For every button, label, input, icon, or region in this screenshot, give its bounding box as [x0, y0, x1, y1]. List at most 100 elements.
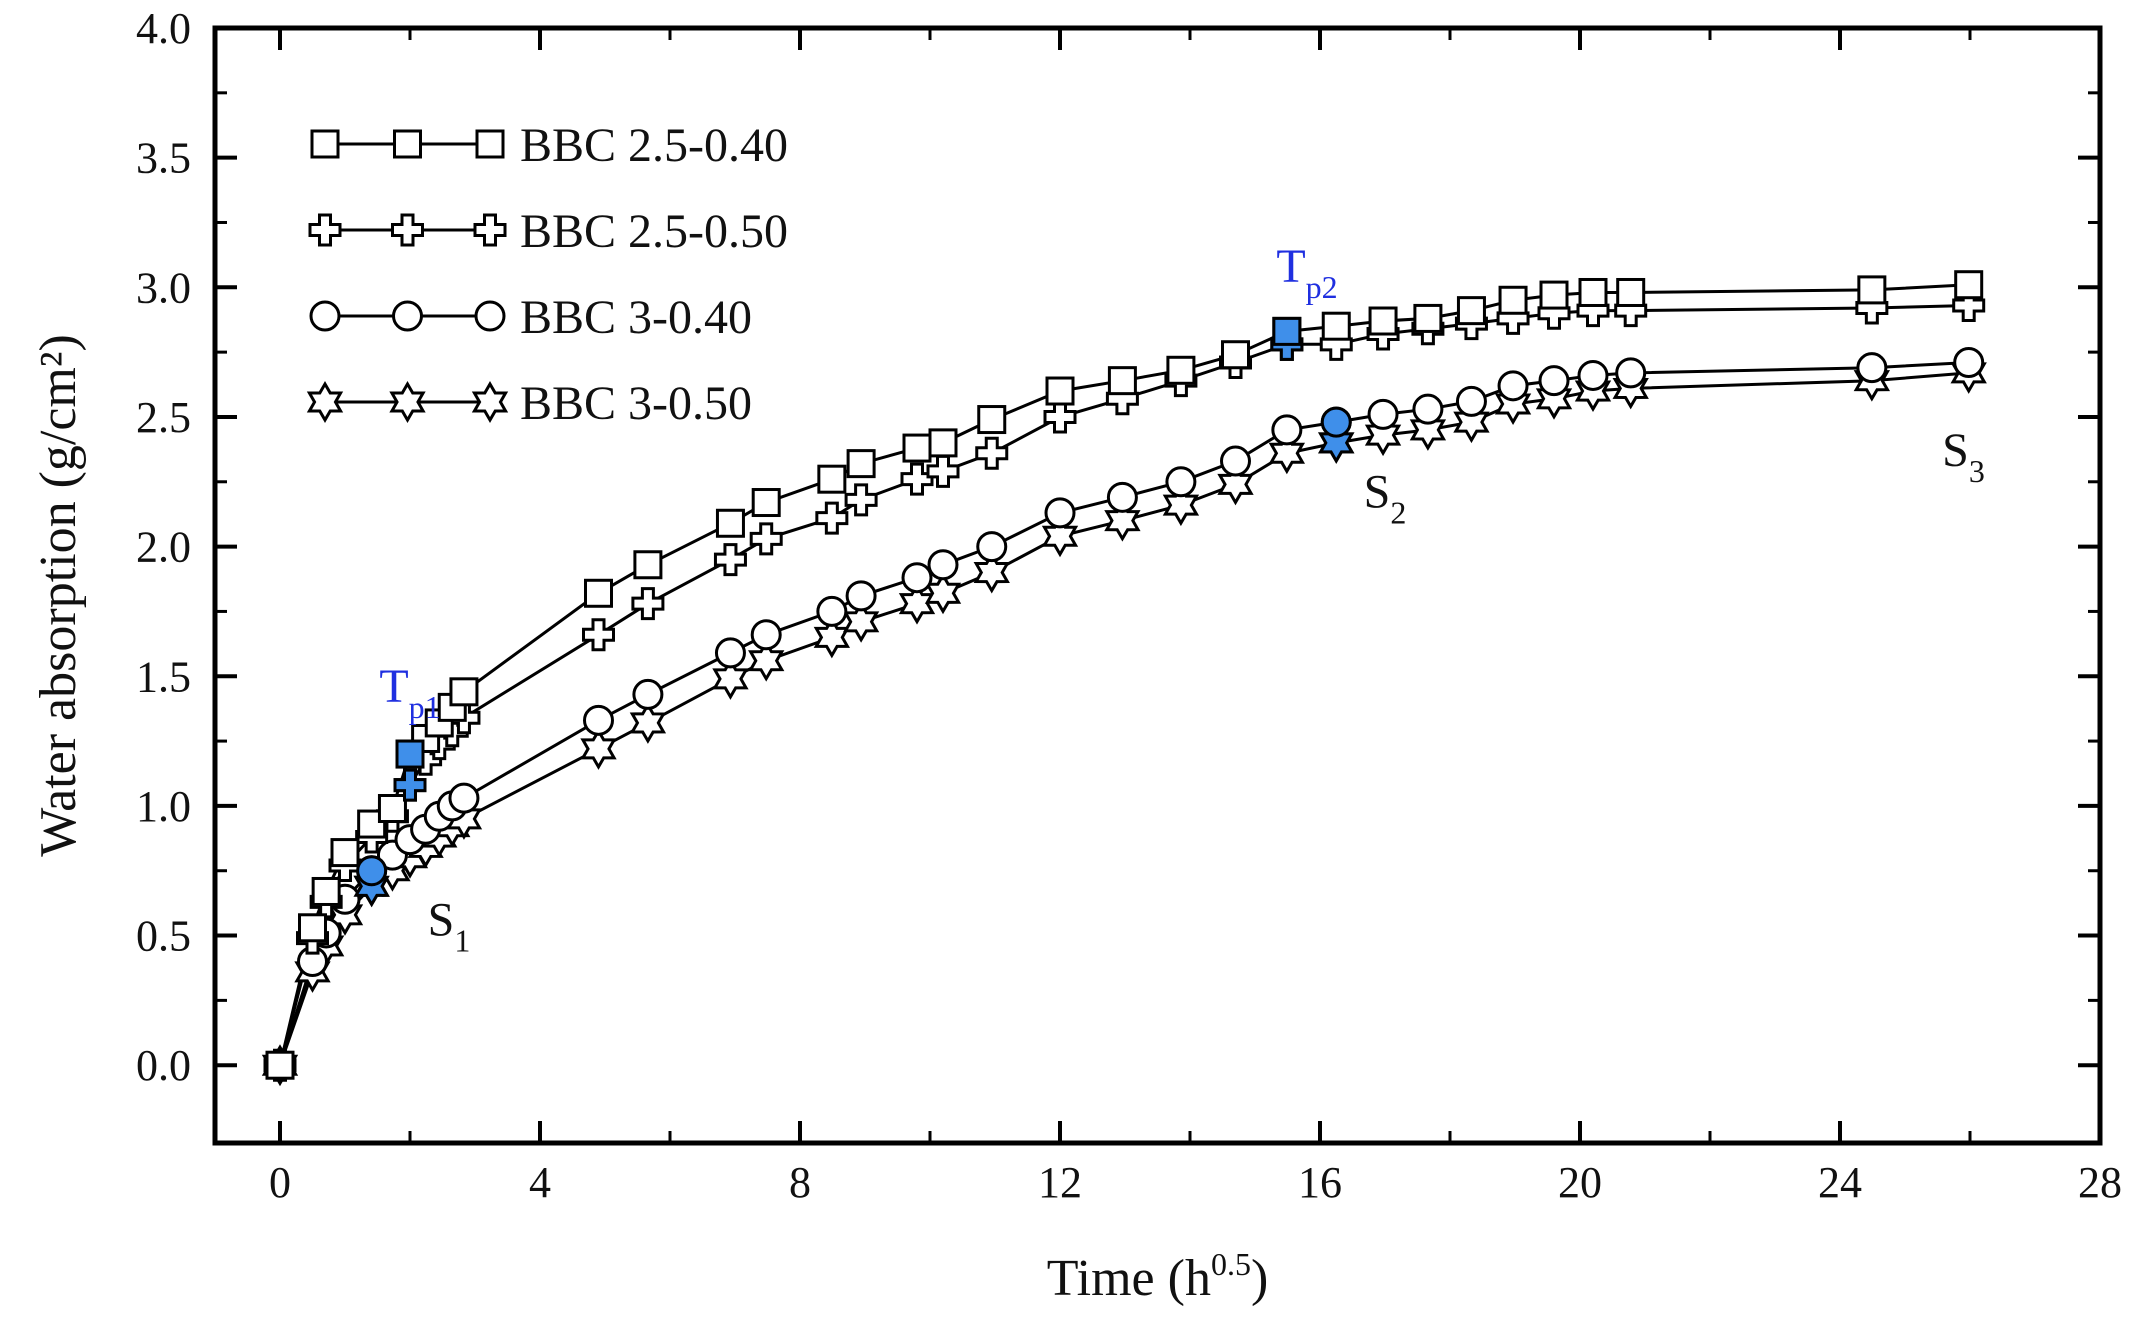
data-point [1104, 499, 1141, 542]
legend-label: BBC 3-0.40 [520, 291, 752, 344]
y-tick-label: 4.0 [136, 4, 191, 53]
data-point [815, 501, 849, 535]
y-tick-label: 3.0 [136, 263, 191, 312]
data-point [714, 637, 746, 669]
x-tick-label: 4 [529, 1158, 551, 1207]
annotation-s3: S3 [1942, 424, 1985, 489]
data-point [845, 580, 877, 612]
series-star [278, 371, 1969, 1066]
data-point [1041, 515, 1079, 558]
x-tick-label: 16 [1298, 1158, 1342, 1207]
data-point [1107, 366, 1137, 396]
x-tick-label: 12 [1038, 1158, 1082, 1207]
legend-marker [471, 381, 509, 423]
legend-marker [475, 129, 505, 159]
data-point [1162, 484, 1200, 527]
data-point [1412, 393, 1444, 425]
data-point [1954, 270, 1984, 300]
data-point [846, 449, 876, 479]
data-point [975, 436, 1009, 470]
legend-marker [391, 213, 424, 247]
data-point [1455, 385, 1487, 417]
annotation-base: T [1276, 240, 1305, 293]
y-tick-label: 2.0 [136, 523, 191, 572]
data-point [448, 782, 480, 814]
data-point [1952, 288, 1986, 322]
data-point [311, 876, 341, 906]
annotation-s1: S1 [428, 894, 471, 959]
data-point [632, 678, 664, 710]
legend-marker [393, 129, 422, 159]
data-point [583, 704, 614, 736]
legend-label: BBC 3-0.50 [520, 377, 752, 430]
data-point [298, 913, 327, 943]
data-point [1271, 414, 1303, 446]
data-point [928, 428, 958, 458]
data-point [1538, 365, 1570, 397]
data-point [927, 549, 959, 581]
legend-marker [389, 381, 426, 423]
legend-marker [309, 300, 341, 332]
data-point [377, 794, 407, 823]
data-point [751, 488, 781, 518]
series-line [278, 371, 1969, 1066]
annotation-tp2: Tp2 [1276, 240, 1337, 305]
x-tick-label: 28 [2078, 1158, 2122, 1207]
y-tick-label: 3.5 [136, 134, 191, 183]
data-point [330, 838, 360, 868]
legend-marker [310, 129, 340, 159]
x-axis-title-exponent: 0.5 [1211, 1246, 1251, 1282]
data-point [750, 619, 782, 651]
annotation-s2: S2 [1364, 466, 1407, 531]
annotation-base: S [1942, 424, 1969, 477]
data-point [1368, 306, 1398, 336]
data-point [1166, 355, 1196, 385]
data-point [1367, 398, 1399, 430]
annotation-base: S [1364, 466, 1391, 519]
data-point [1577, 359, 1609, 391]
data-point [748, 639, 785, 682]
data-point [633, 550, 663, 580]
legend-marker [474, 300, 506, 332]
legend: BBC 2.5-0.40 BBC 2.5-0.50 BBC 3-0.40 BBC 3-… [306, 119, 788, 430]
y-tick-label: 2.5 [136, 393, 191, 442]
highlighted-point [1320, 406, 1352, 438]
data-point [749, 522, 783, 556]
annotation-subscript: 2 [1390, 495, 1406, 531]
data-point [902, 433, 932, 463]
data-point [1539, 280, 1569, 310]
data-point [901, 562, 933, 594]
legend-item: BBC 2.5-0.40 [310, 119, 788, 172]
data-point [973, 551, 1010, 594]
annotation-subscript: 3 [1969, 453, 1985, 489]
legend-item: BBC 3-0.50 [306, 377, 752, 430]
y-tick-label: 1.0 [136, 782, 191, 831]
x-axis-title-close: ) [1251, 1250, 1268, 1307]
data-point [926, 454, 960, 488]
data-point [715, 508, 745, 538]
data-point [1221, 340, 1250, 370]
annotation-base: T [379, 660, 408, 713]
x-tick-label: 24 [1818, 1158, 1862, 1207]
legend-item: BBC 3-0.40 [309, 291, 752, 344]
y-axis: 0.0 0.5 1.0 1.5 2.0 2.5 3.0 3.5 4.0 [136, 4, 2100, 1090]
data-point [629, 701, 667, 744]
annotation-subscript: 1 [454, 923, 470, 959]
data-point [1456, 296, 1486, 326]
series-markers-circle [264, 347, 1985, 1081]
data-point [1045, 376, 1075, 406]
data-point [449, 677, 479, 707]
legend-label: BBC 2.5-0.50 [520, 205, 788, 258]
data-point [817, 464, 847, 494]
data-point [631, 587, 665, 621]
data-point [1165, 466, 1197, 498]
data-point [1217, 463, 1254, 506]
data-point [584, 578, 613, 608]
data-point [1616, 277, 1646, 307]
legend-label: BBC 2.5-0.40 [520, 119, 788, 172]
data-point [1220, 445, 1251, 477]
highlighted-point [393, 768, 427, 802]
data-point [1106, 481, 1138, 513]
